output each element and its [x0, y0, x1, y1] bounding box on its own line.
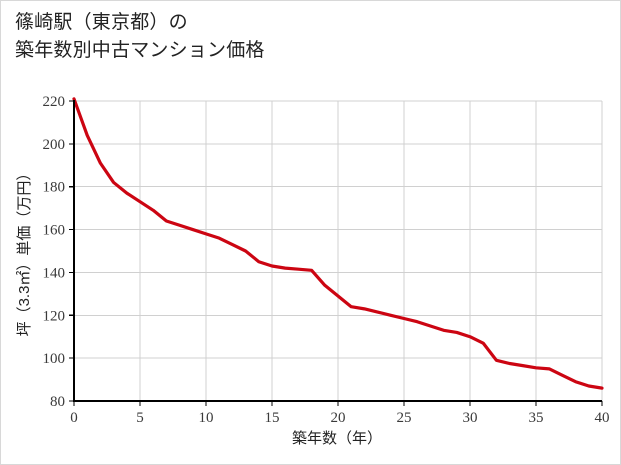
x-tick-label: 0 [70, 410, 78, 426]
y-tick-label: 220 [43, 94, 66, 110]
x-tick-label: 40 [595, 410, 610, 426]
gridlines-group [74, 100, 603, 401]
chart-title: 篠崎駅（東京都）の 築年数別中古マンション価格 [15, 12, 265, 61]
x-tick-label: 35 [529, 410, 544, 426]
y-tick-label: 160 [43, 223, 66, 239]
x-tick-label: 20 [331, 410, 346, 426]
y-tick-label: 80 [50, 394, 65, 410]
y-tick-label: 120 [43, 308, 66, 324]
x-tick-label: 5 [136, 410, 144, 426]
data-series-line [72, 97, 604, 390]
y-tick-labels-group: 80 100 120 140 160 180 200 220 [43, 94, 66, 410]
tickmarks-group [69, 100, 603, 406]
x-tick-labels-group: 0 5 10 15 20 25 30 35 40 [70, 410, 609, 426]
y-axis-title: 坪（3.3㎡）単価（万円） [16, 166, 33, 337]
y-tick-label: 180 [43, 180, 66, 196]
x-tick-label: 15 [265, 410, 280, 426]
axis-spines-group [72, 100, 602, 403]
y-tick-label: 140 [43, 265, 66, 281]
x-tick-label: 30 [463, 410, 478, 426]
y-tick-label: 100 [43, 351, 66, 367]
x-tick-label: 25 [397, 410, 412, 426]
x-axis-title: 築年数（年） [292, 429, 382, 447]
y-tick-label: 200 [43, 137, 66, 153]
x-tick-label: 10 [199, 410, 214, 426]
